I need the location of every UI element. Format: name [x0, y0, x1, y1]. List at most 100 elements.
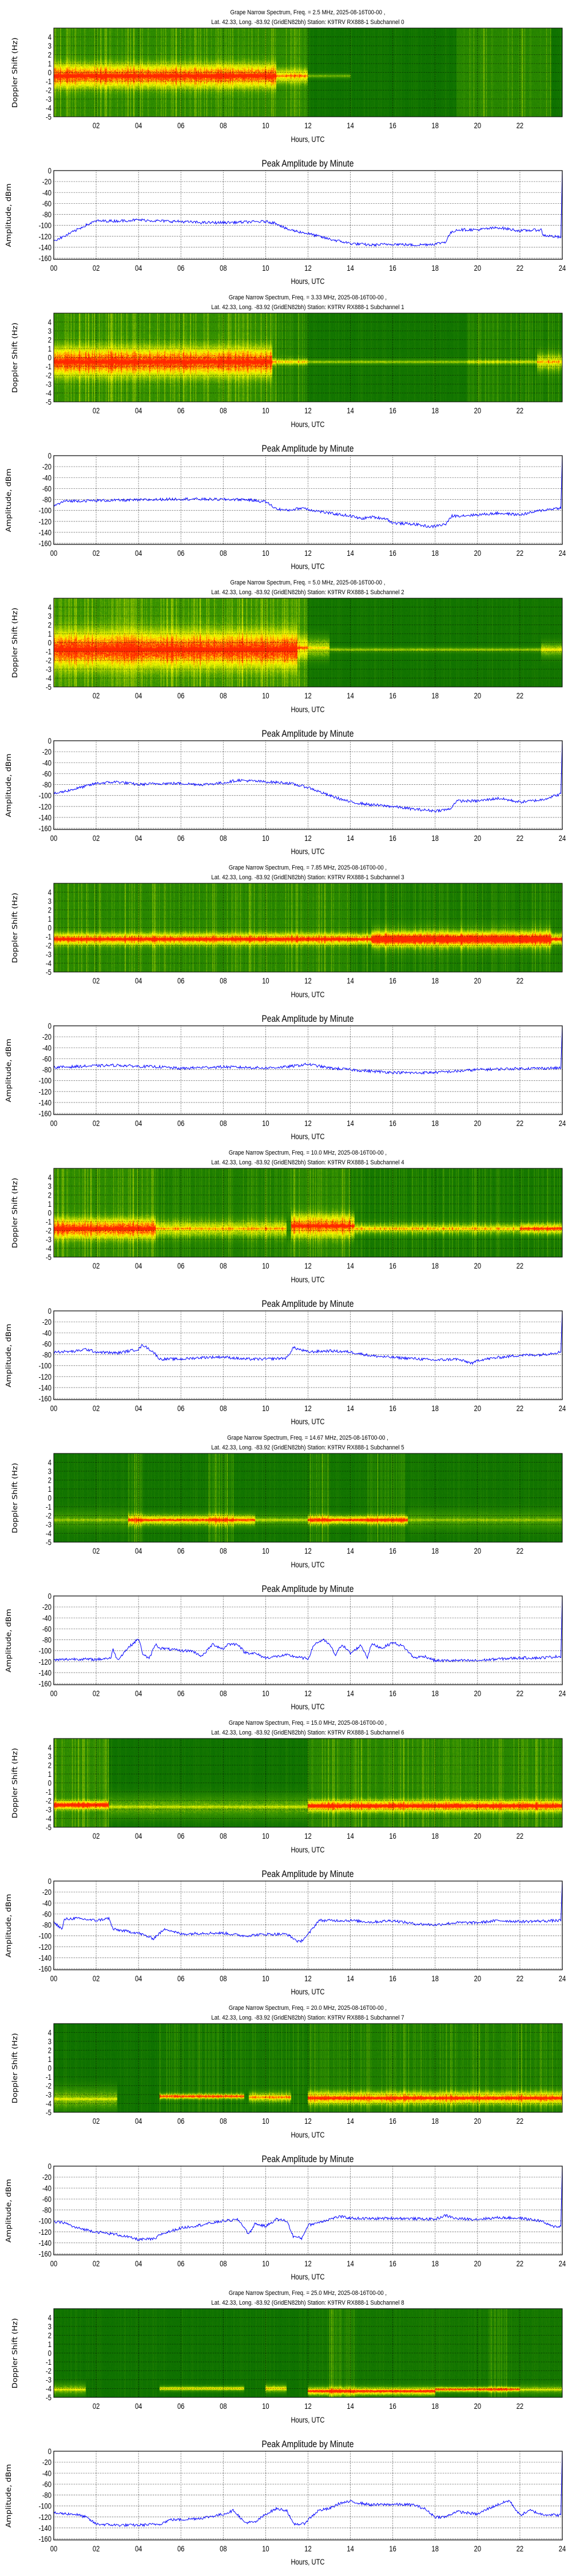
- x-tick-label: 08: [220, 121, 227, 130]
- spectrogram-frame: [53, 1738, 563, 1828]
- x-tick-label: 04: [135, 1547, 142, 1555]
- y-tick-label: -3: [46, 95, 51, 104]
- peak-amplitude-series-line: [53, 2166, 563, 2242]
- x-tick-label: 18: [432, 1974, 439, 1983]
- x-tick-label: 16: [389, 1262, 396, 1270]
- x-tick-label: 06: [177, 1262, 184, 1270]
- x-tick-label: 08: [220, 692, 227, 700]
- spectrogram-frame: [53, 313, 563, 402]
- y-axis-label: Amplitude, dBm: [5, 468, 13, 532]
- y-tick-label: 1: [48, 1770, 51, 1779]
- y-tick-label: -80: [42, 2491, 51, 2499]
- y-tick-label: 1: [48, 2055, 51, 2064]
- peak-amplitude-series-line: [53, 1310, 563, 1365]
- x-tick-label: 16: [389, 2545, 396, 2553]
- x-tick-label: 04: [135, 2545, 142, 2553]
- y-tick-label: -100: [39, 2217, 51, 2226]
- amplitude-gridlines: [54, 171, 562, 259]
- x-tick-label: 24: [559, 1974, 566, 1983]
- x-tick-label: 24: [559, 834, 566, 843]
- x-tick-label: 14: [347, 1547, 353, 1555]
- amplitude-chart-title: Peak Amplitude by Minute: [261, 2154, 353, 2165]
- spectrogram-subtitle: Lat. 42.33, Long. -83.92 (GridEN82bh) St…: [211, 875, 404, 882]
- spectrogram-title: Grape Narrow Spectrum, Freq. = 3.33 MHz,…: [229, 295, 387, 302]
- y-tick-label: -80: [42, 1635, 51, 1644]
- x-axis-label: Hours, UTC: [291, 1560, 324, 1569]
- x-tick-label: 10: [262, 2402, 269, 2411]
- y-tick-label: 2: [48, 1191, 51, 1199]
- y-tick-label: -2: [46, 371, 51, 380]
- x-tick-label: 12: [304, 1832, 311, 1840]
- x-tick-label: 18: [432, 549, 439, 558]
- x-tick-label: 10: [262, 834, 269, 843]
- y-tick-label: 1: [48, 1200, 51, 1208]
- y-tick-label: -1: [46, 2073, 51, 2081]
- y-tick-label: -120: [39, 1943, 51, 1951]
- x-axis-label: Hours, UTC: [291, 2416, 324, 2424]
- y-tick-label: -100: [39, 2502, 51, 2511]
- x-tick-label: 20: [474, 2117, 481, 2125]
- x-tick-label: 16: [389, 1689, 396, 1698]
- y-tick-label: -60: [42, 2480, 51, 2488]
- y-tick-label: -160: [39, 1394, 51, 1403]
- y-tick-label: -120: [39, 1658, 51, 1666]
- spectrogram-gridlines: [54, 1739, 562, 1827]
- y-tick-label: 1: [48, 2340, 51, 2349]
- x-tick-label: 10: [262, 1404, 269, 1413]
- y-tick-label: -120: [39, 517, 51, 526]
- y-tick-label: -140: [39, 1099, 51, 1107]
- y-tick-label: -60: [42, 1625, 51, 1633]
- spectrogram-title: Grape Narrow Spectrum, Freq. = 2.5 MHz, …: [231, 10, 386, 17]
- amplitude-chart-title: Peak Amplitude by Minute: [261, 729, 353, 740]
- x-tick-label: 08: [220, 1262, 227, 1270]
- y-tick-label: -80: [42, 1350, 51, 1359]
- x-tick-label: 06: [177, 264, 184, 272]
- x-tick-label: 18: [432, 834, 439, 843]
- y-tick-label: -160: [39, 1965, 51, 1973]
- x-tick-label: 08: [220, 406, 227, 415]
- y-tick-label: -160: [39, 1109, 51, 1118]
- x-tick-label: 18: [432, 121, 439, 130]
- x-tick-label: 18: [432, 264, 439, 272]
- y-tick-label: -40: [42, 2184, 51, 2192]
- x-tick-label: 08: [220, 977, 227, 985]
- x-tick-label: 16: [389, 977, 396, 985]
- x-tick-label: 22: [517, 692, 523, 700]
- x-tick-label: 18: [432, 1262, 439, 1270]
- x-tick-label: 12: [304, 406, 311, 415]
- x-tick-label: 04: [135, 692, 142, 700]
- y-tick-label: -5: [46, 1538, 51, 1547]
- y-tick-label: -3: [46, 380, 51, 389]
- y-axis-label: Amplitude, dBm: [5, 1323, 13, 1387]
- y-tick-label: 4: [48, 1743, 51, 1752]
- y-tick-label: 3: [48, 1182, 51, 1191]
- x-tick-label: 14: [347, 2545, 353, 2553]
- y-tick-label: 4: [48, 603, 51, 611]
- x-tick-label: 00: [50, 834, 57, 843]
- x-tick-label: 16: [389, 1974, 396, 1983]
- y-tick-label: 4: [48, 318, 51, 326]
- y-axis-label: Doppler Shift (Hz): [11, 2318, 19, 2388]
- x-tick-label: 12: [304, 692, 311, 700]
- x-tick-label: 14: [347, 1404, 353, 1413]
- x-tick-label: 12: [304, 1547, 311, 1555]
- x-tick-label: 10: [262, 549, 269, 558]
- y-axis-label: Doppler Shift (Hz): [11, 1463, 19, 1533]
- x-axis-label: Hours, UTC: [291, 562, 324, 570]
- y-tick-label: 2: [48, 906, 51, 914]
- y-tick-label: -100: [39, 792, 51, 800]
- amplitude-gridlines: [54, 1311, 562, 1400]
- channel-figure: Grape Narrow Spectrum, Freq. = 7.85 MHz,…: [5, 865, 566, 1140]
- x-tick-label: 14: [347, 264, 353, 272]
- y-tick-label: -4: [46, 2099, 51, 2108]
- x-tick-label: 16: [389, 1404, 396, 1413]
- x-tick-label: 06: [177, 2545, 184, 2553]
- x-tick-label: 10: [262, 2259, 269, 2268]
- y-tick-label: -40: [42, 1614, 51, 1622]
- x-tick-label: 06: [177, 1547, 184, 1555]
- x-tick-label: 10: [262, 2545, 269, 2553]
- y-tick-label: -5: [46, 968, 51, 977]
- x-tick-label: 02: [93, 1547, 100, 1555]
- y-tick-label: -1: [46, 647, 51, 656]
- y-tick-label: -40: [42, 1899, 51, 1907]
